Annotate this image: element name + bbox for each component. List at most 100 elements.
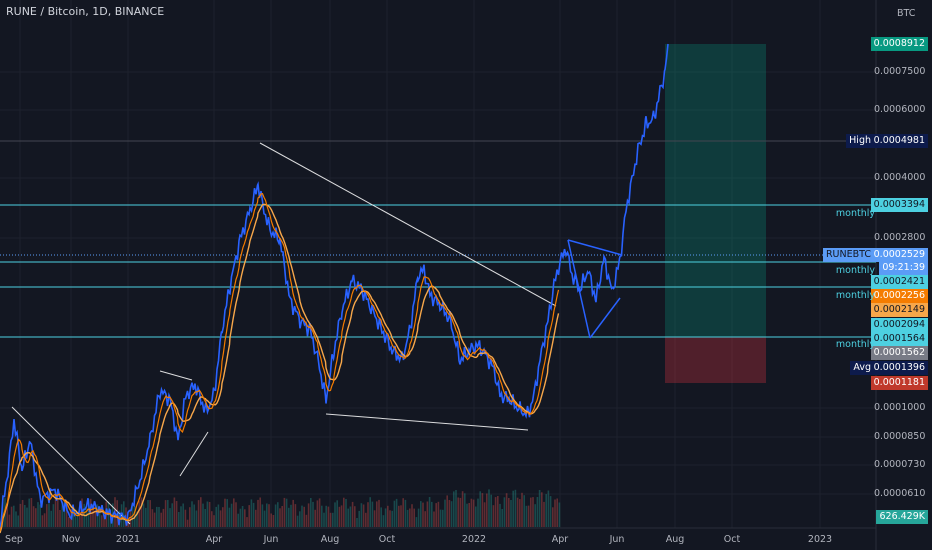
volume-bar [395,498,398,527]
volume-bar [426,501,429,527]
y-tick: 0.0000730 [874,459,926,470]
volume-badge: 626.429K [876,510,928,524]
volume-bar [411,504,413,527]
countdown-badge: 09:21:39 [879,261,928,275]
pennant-drawing[interactable] [567,239,623,339]
volume-bar [39,504,41,527]
volume-bar [292,499,294,527]
volume-bar [439,509,442,527]
volume-bar [180,506,182,527]
volume-bar [211,511,213,527]
volume-bar [151,509,154,527]
x-tick: Oct [378,534,396,545]
volume-bar [30,498,33,527]
volume-bar [338,506,341,527]
volume-bar [312,501,314,527]
volume-bar [481,493,484,527]
volume-bar [349,506,352,527]
volume-bar [477,498,479,527]
volume-bar [235,502,237,527]
y-tick: 0.0002800 [874,232,926,243]
volume-bar [263,510,266,527]
volume-bar [202,503,204,527]
y-tick: 0.0000610 [874,488,926,499]
volume-bar [250,499,253,527]
volume-bar [376,501,378,527]
volume-bar [274,504,277,527]
price-line [0,43,669,530]
volume-bar [455,490,457,527]
volume-bar [8,514,11,527]
volume-bar [552,507,554,527]
volume-bar [446,495,448,527]
volume-bar [123,501,125,527]
level-lines[interactable] [0,204,876,338]
volume-bar [266,503,268,527]
ma-slow-line [0,203,560,534]
volume-bar [167,500,169,527]
volume-bar [558,502,561,527]
volume-bar [459,497,462,527]
volume-bar [252,502,255,527]
volume-bar [171,503,173,527]
volume-bar [516,497,519,527]
volume-bar [404,499,407,527]
volume-bar [35,508,37,527]
volume-bar [345,499,347,527]
volume-bar [61,502,63,527]
target-price-badge[interactable]: 0.0008912 [870,37,928,51]
volume-bar [257,499,259,527]
volume-bar [365,512,367,527]
volume-bar [391,510,393,527]
trendlines[interactable] [11,142,557,525]
volume-bar [63,499,66,527]
volume-bar [413,508,415,527]
target-zone[interactable] [665,44,766,337]
level-badge-monthly-2: 0.0002421 [870,275,928,289]
volume-bar [371,501,374,527]
volume-bar [314,509,316,527]
stop-price-badge[interactable]: 0.0001181 [870,376,928,390]
x-tick: 2023 [807,534,833,545]
volume-bar [270,513,272,527]
volume-bar [191,501,193,527]
x-tick: Jun [263,534,279,545]
volume-bar [494,497,497,527]
volume-bar [217,504,220,527]
volume-bar [24,505,26,527]
volume-bar [530,497,532,527]
volume-bar [398,505,400,527]
y-tick: 0.0000850 [874,431,926,442]
volume-bar [417,508,420,527]
volume-bar [74,508,77,527]
volume-bar [499,503,501,527]
volume-bar [384,508,387,527]
volume-bar [156,506,158,527]
volume-bar [327,506,330,527]
x-tick: Apr [551,534,569,545]
volume-bar [461,491,464,527]
price-series[interactable] [0,43,669,534]
volume-bar [230,503,233,527]
stop-zone[interactable] [665,337,766,383]
volume-bar [142,503,145,527]
volume-bar [6,503,8,527]
level-label-monthly-3: monthly [835,290,875,301]
volume-bar [453,491,455,527]
avg-tag: Avg [850,361,874,375]
volume-bar [228,507,231,527]
volume-bar [52,504,55,527]
volume-bar [241,506,244,527]
last-price-badge: 0.0002529 [870,248,928,262]
symbol-title[interactable]: RUNE / Bitcoin, 1D, BINANCE [6,5,165,18]
volume-bar [255,509,257,527]
volume-bar [554,499,556,527]
volume-bar [204,509,206,527]
entry-price-badge[interactable]: 0.0001562 [870,346,928,360]
volume-bar [332,512,334,527]
volume-bar [424,511,426,527]
volume-bar [136,511,138,527]
volume-bar [431,501,433,527]
